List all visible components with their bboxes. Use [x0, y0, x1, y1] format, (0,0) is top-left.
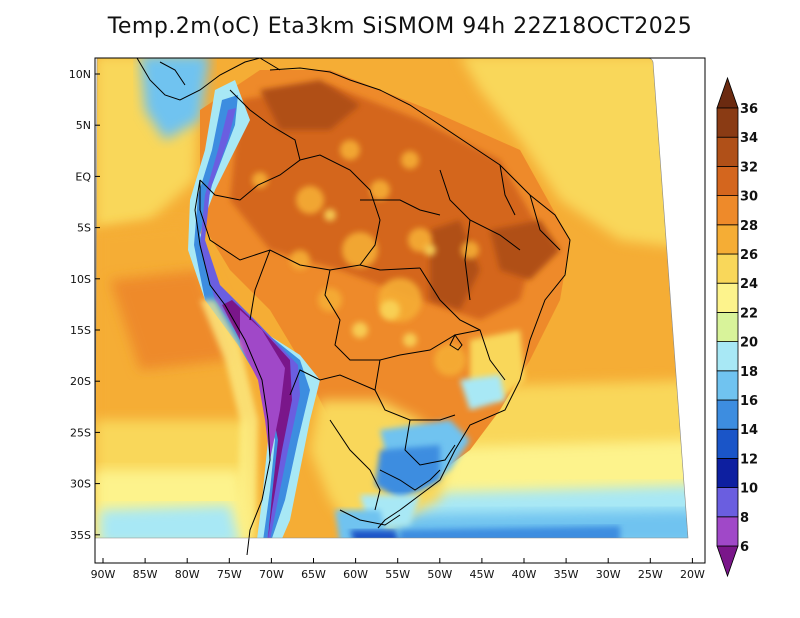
colorbar-label: 30 [740, 190, 758, 205]
lon-tick-label: 25W [638, 568, 663, 581]
lon-tick-label: 45W [469, 568, 494, 581]
lat-tick-label: 10S [70, 273, 91, 286]
lon-tick-label: 90W [91, 568, 116, 581]
colorbar-min-triangle [716, 545, 739, 578]
country-borders [136, 57, 571, 556]
colorbar-max-triangle [716, 76, 739, 109]
colorbar-segment [716, 107, 739, 138]
latitude-axis: 10N 5N EQ 5S 10S 15S 20S 25S 30S 35S [69, 68, 100, 542]
colorbar-label: 14 [740, 423, 758, 438]
lat-tick-label: 25S [70, 426, 91, 439]
lon-tick-label: 30W [596, 568, 621, 581]
colorbar-segment [716, 311, 739, 342]
lon-tick-label: 20W [680, 568, 705, 581]
colorbar-label: 22 [740, 306, 758, 321]
lat-tick-label: 15S [70, 324, 91, 337]
colorbar-label: 32 [740, 160, 758, 175]
lon-tick-label: 40W [512, 568, 537, 581]
colorbar-segment [716, 195, 739, 226]
lon-tick-label: 70W [259, 568, 284, 581]
colorbar-segment [716, 516, 739, 547]
colorbar-segment [716, 224, 739, 255]
lat-tick-label: 5N [76, 119, 91, 132]
lon-tick-label: 80W [175, 568, 200, 581]
lon-tick-label: 35W [554, 568, 579, 581]
colorbar-label: 28 [740, 219, 758, 234]
colorbar-label: 10 [740, 482, 758, 497]
lon-tick-label: 60W [343, 568, 368, 581]
colorbar-segment [716, 253, 739, 284]
lon-tick-label: 75W [217, 568, 242, 581]
colorbar-label: 36 [740, 102, 758, 117]
colorbar-segment [716, 136, 739, 167]
lon-tick-label: 50W [427, 568, 452, 581]
colorbar-segment [716, 370, 739, 401]
colorbar-label: 20 [740, 336, 758, 351]
longitude-axis: 90W 85W 80W 75W 70W 65W 60W 55W 50W 45W 40W 35W 30W 2… [91, 558, 705, 581]
lon-tick-label: 55W [385, 568, 410, 581]
map-title: Temp.2m(oC) Eta3km SiSMOM 94h 22Z18OCT20… [107, 14, 693, 39]
colorbar: 36 34 32 30 28 26 24 22 20 18 16 14 12 10 8 6 [716, 76, 758, 578]
colorbar-segment [716, 165, 739, 196]
colorbar-segment [716, 399, 739, 430]
temperature-field [95, 58, 688, 538]
lat-tick-label: 30S [70, 478, 91, 491]
colorbar-label: 12 [740, 452, 758, 467]
lon-tick-label: 85W [133, 568, 158, 581]
lat-tick-label: 5S [77, 222, 91, 235]
colorbar-segment [716, 428, 739, 459]
colorbar-label: 8 [740, 511, 749, 526]
lat-tick-label: 35S [70, 529, 91, 542]
colorbar-label: 26 [740, 248, 758, 263]
colorbar-label: 18 [740, 365, 758, 380]
colorbar-segment [716, 282, 739, 313]
lat-tick-label: EQ [75, 170, 91, 183]
lon-tick-label: 65W [301, 568, 326, 581]
lat-tick-label: 20S [70, 375, 91, 388]
colorbar-label: 24 [740, 277, 758, 292]
colorbar-segment [716, 457, 739, 488]
colorbar-label: 16 [740, 394, 758, 409]
lat-tick-label: 10N [69, 68, 91, 81]
colorbar-label: 6 [740, 540, 749, 555]
colorbar-segment [716, 487, 739, 518]
colorbar-segment [716, 341, 739, 372]
map-frame [94, 57, 706, 564]
colorbar-label: 34 [740, 131, 758, 146]
